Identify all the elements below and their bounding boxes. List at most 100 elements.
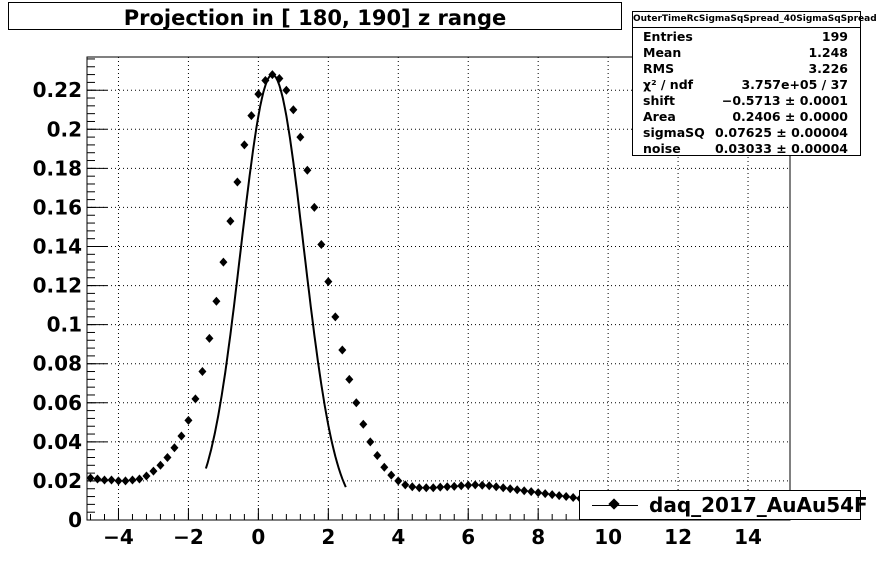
data-point: [240, 140, 249, 150]
plot-frame: [86, 56, 791, 521]
data-point: [338, 345, 347, 355]
data-point: [527, 487, 536, 497]
data-point: [436, 482, 445, 492]
data-point: [107, 475, 116, 485]
x-tick-label: −4: [103, 525, 134, 549]
fit-curve: [204, 73, 347, 488]
x-tick-label: −2: [173, 525, 204, 549]
data-point: [156, 460, 165, 470]
data-point: [177, 431, 186, 441]
data-point: [471, 480, 480, 490]
y-tick-label: 0.18: [33, 156, 82, 180]
stats-value: 199: [821, 29, 848, 44]
x-tick-label: 0: [251, 525, 265, 549]
stats-value: −0.5713 ± 0.0001: [721, 93, 848, 108]
data-point: [149, 466, 158, 476]
stats-key: Entries: [643, 29, 693, 44]
data-point: [170, 443, 179, 453]
x-tick-label: 10: [594, 525, 622, 549]
y-tick-label: 0.14: [33, 234, 82, 258]
stats-row-rms: RMS 3.226: [633, 61, 860, 77]
y-tick-label: 0.12: [33, 274, 82, 298]
data-point: [380, 462, 389, 472]
data-point: [401, 480, 410, 490]
data-point: [282, 85, 291, 95]
data-point: [457, 481, 466, 491]
x-tick-label: 2: [321, 525, 335, 549]
data-point: [352, 398, 361, 408]
data-point: [331, 312, 340, 322]
stats-key: sigmaSQ: [643, 125, 705, 140]
data-point: [520, 486, 529, 496]
stats-key: Mean: [643, 45, 682, 60]
stats-row-shift: shift −0.5713 ± 0.0001: [633, 93, 860, 109]
data-point: [443, 482, 452, 492]
stats-key: shift: [643, 93, 676, 108]
data-point: [562, 492, 571, 502]
x-tick-label: 14: [734, 525, 762, 549]
stats-row-area: Area 0.2406 ± 0.0000: [633, 109, 860, 125]
y-tick-label: 0: [68, 508, 82, 532]
x-tick-label: 6: [461, 525, 475, 549]
data-point: [212, 296, 221, 306]
x-tick-label: 4: [391, 525, 405, 549]
fit-series: [204, 73, 347, 488]
y-axis: 0 0.02 0.04 0.06 0.08 0.1 0.12 0.14 0.16 0.18 0.2 0…: [33, 78, 82, 532]
stats-key: RMS: [643, 61, 675, 76]
legend-label: daq_2017_AuAu54F: [649, 493, 868, 517]
title-box: Projection in [ 180, 190] z range: [8, 2, 622, 30]
data-point: [184, 415, 193, 425]
y-tick-label: 0.02: [33, 469, 82, 493]
stats-value: 3.757e+05 / 37: [741, 77, 848, 92]
data-point: [359, 419, 368, 429]
y-tick-label: 0.1: [47, 313, 82, 337]
data-point: [198, 367, 207, 377]
data-point: [254, 89, 263, 99]
legend: daq_2017_AuAu54F: [579, 490, 868, 520]
data-point: [478, 480, 487, 490]
y-tick-label: 0.08: [33, 352, 82, 376]
stats-value: 0.2406 ± 0.0000: [732, 109, 848, 124]
y-tick-label: 0.16: [33, 195, 82, 219]
stats-row-chi2: χ² / ndf 3.757e+05 / 37: [633, 77, 860, 93]
data-point: [429, 483, 438, 493]
data-point: [345, 374, 354, 384]
legend-marker-icon: [608, 498, 620, 510]
data-point: [373, 451, 382, 461]
data-point: [142, 471, 151, 481]
data-point: [450, 481, 459, 491]
data-point: [513, 485, 522, 495]
data-point: [408, 482, 417, 492]
stats-value: 0.03033 ± 0.00004: [714, 141, 848, 156]
data-point: [191, 394, 200, 404]
data-point: [226, 216, 235, 226]
stats-row-mean: Mean 1.248: [633, 45, 860, 61]
data-point: [366, 437, 375, 447]
data-point: [100, 475, 109, 485]
data-point: [163, 452, 172, 462]
stats-value: 1.248: [808, 45, 848, 60]
data-point: [310, 202, 319, 212]
data-point: [135, 474, 144, 484]
x-tick-label: 12: [664, 525, 692, 549]
data-point: [506, 484, 515, 494]
data-point: [387, 470, 396, 480]
data-point: [289, 105, 298, 115]
stats-row-sigmasq: sigmaSQ 0.07625 ± 0.00004: [633, 125, 860, 141]
data-point: [86, 473, 95, 483]
data-point: [128, 475, 137, 485]
data-point: [499, 483, 508, 493]
data-point: [205, 333, 214, 343]
stats-key: χ² / ndf: [643, 77, 694, 92]
y-tick-label: 0.06: [33, 391, 82, 415]
data-point: [534, 488, 543, 498]
x-axis: −4 −2 0 2 4 6 8 10 12 14: [103, 525, 762, 549]
stats-box: OuterTimeRcSigmaSqSpread_40SigmaSqSpread…: [632, 11, 877, 156]
stats-name: OuterTimeRcSigmaSqSpread_40SigmaSqSpread: [633, 14, 877, 28]
chart-title: Projection in [ 180, 190] z range: [123, 6, 507, 30]
y-tick-label: 0.2: [47, 117, 82, 141]
data-point: [485, 481, 494, 491]
data-point: [464, 480, 473, 490]
data-point: [492, 482, 501, 492]
